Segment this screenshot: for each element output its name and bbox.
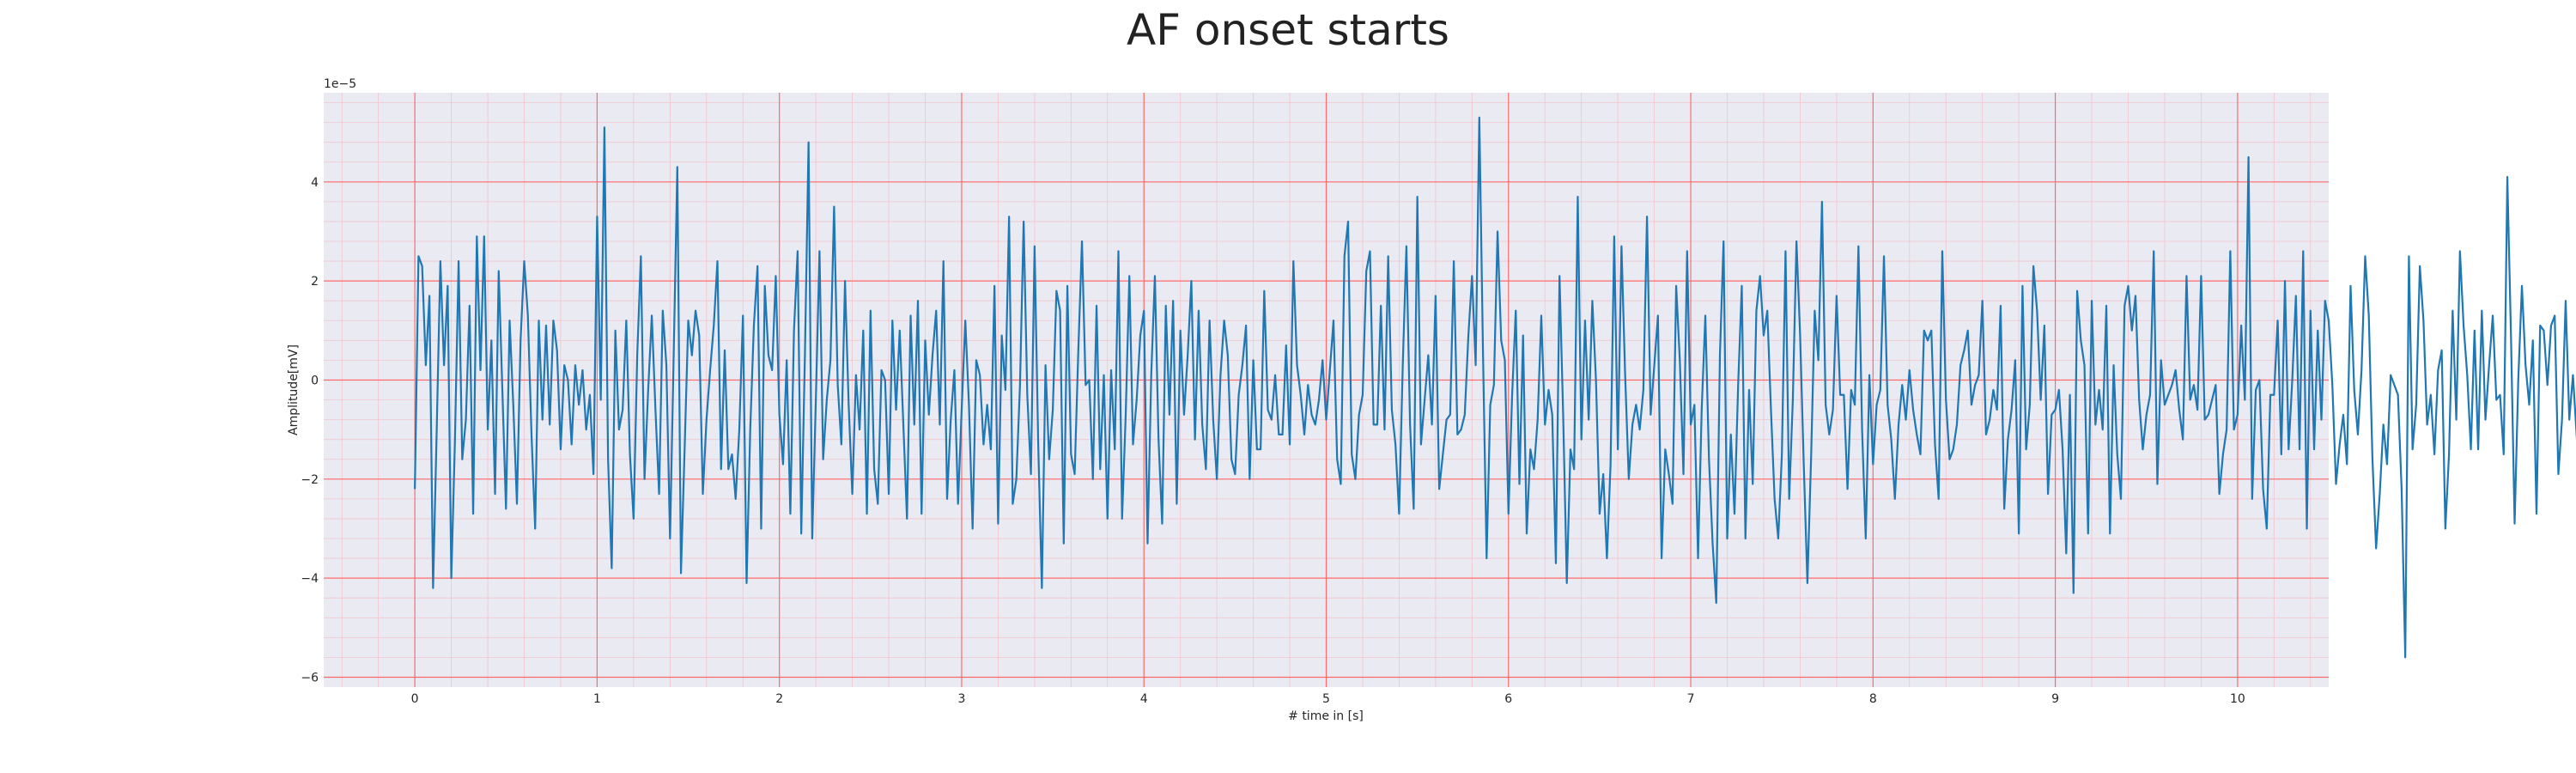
x-axis-ticks: 0 1 2 3 4 5 6 7 8 9 10 — [411, 692, 2245, 706]
series-line — [414, 116, 2576, 659]
x-tick-label: 6 — [1504, 692, 1512, 706]
x-tick-label: 3 — [957, 692, 965, 706]
x-tick-label: 9 — [2051, 692, 2059, 706]
x-axis-label: # time in [s] — [1288, 709, 1364, 723]
x-tick-label: 10 — [2230, 692, 2245, 706]
y-offset-label: 1e−5 — [324, 77, 356, 91]
y-tick-label: 4 — [311, 176, 319, 190]
y-tick-label: 2 — [311, 275, 319, 289]
x-tick-label: 2 — [775, 692, 783, 706]
y-tick-label: 0 — [311, 374, 319, 387]
y-tick-label: −2 — [301, 473, 319, 487]
y-axis-ticks: 4 2 0 −2 −4 −6 — [301, 176, 319, 685]
x-tick-label: 0 — [411, 692, 419, 706]
y-tick-label: −6 — [301, 671, 319, 685]
x-tick-label: 8 — [1869, 692, 1877, 706]
x-tick-label: 5 — [1322, 692, 1330, 706]
y-tick-label: −4 — [301, 572, 319, 586]
chart-title: AF onset starts — [1127, 5, 1449, 55]
x-tick-label: 7 — [1687, 692, 1695, 706]
y-axis-label: Amplitude[mV] — [287, 344, 301, 435]
x-tick-label: 4 — [1140, 692, 1148, 706]
x-tick-label: 1 — [593, 692, 601, 706]
major-grid — [324, 93, 2329, 687]
series-layer — [414, 116, 2576, 659]
